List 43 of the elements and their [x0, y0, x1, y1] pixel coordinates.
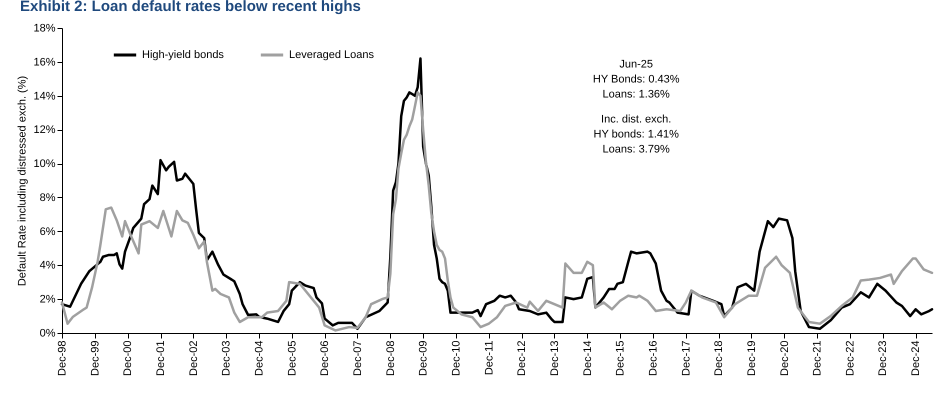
- x-tick-label: Dec-16: [647, 340, 660, 376]
- y-tick-label: 14%: [33, 90, 56, 102]
- y-tick-label: 0%: [40, 328, 56, 340]
- x-tick-label: Dec-02: [188, 340, 200, 376]
- annotation: Jun-25 HY Bonds: 0.43% Loans: 1.36%: [592, 58, 680, 100]
- legend-label: High-yield bonds: [142, 49, 224, 61]
- x-tick-label: Dec-11: [483, 340, 496, 376]
- x-tick-label: Dec-24: [910, 340, 922, 376]
- annotation: Inc. dist. exch. HY bonds: 1.41% Loans: 3.79%: [593, 113, 680, 156]
- y-tick-label: 6%: [40, 226, 56, 238]
- x-tick-label: Dec-20: [778, 340, 791, 376]
- x-tick-label: Dec-12: [516, 340, 528, 376]
- x-tick-label: Dec-99: [89, 340, 102, 376]
- x-tick-label: Dec-00: [122, 340, 134, 376]
- y-tick-label: 4%: [40, 260, 56, 272]
- x-tick-label: Dec-15: [614, 340, 627, 376]
- y-axis-title: Default Rate including distressed exch. (%): [16, 76, 28, 286]
- x-tick-label: Dec-17: [680, 340, 692, 376]
- chart-title: Exhibit 2: Loan default rates below recent highs: [20, 0, 361, 15]
- x-tick-label: Dec-98: [56, 340, 68, 376]
- y-tick-label: 8%: [40, 192, 56, 204]
- y-tick-label: 12%: [33, 124, 56, 136]
- y-tick-label: 10%: [33, 158, 56, 170]
- y-tick-label: 18%: [33, 22, 56, 34]
- x-tick-label: Dec-03: [220, 340, 233, 376]
- x-tick-label: Dec-22: [844, 340, 856, 376]
- x-tick-label: Dec-10: [450, 340, 462, 376]
- x-tick-label: Dec-06: [319, 340, 332, 376]
- legend-label: Leveraged Loans: [289, 49, 375, 61]
- x-tick-label: Dec-21: [812, 340, 824, 376]
- x-tick-label: Dec-05: [286, 340, 298, 376]
- x-tick-label: Dec-07: [352, 340, 364, 376]
- x-tick-label: Dec-09: [418, 340, 430, 376]
- x-tick-label: Dec-13: [548, 340, 561, 376]
- x-tick-label: Dec-14: [582, 340, 594, 376]
- y-tick-label: 16%: [33, 56, 56, 68]
- x-tick-label: Dec-04: [254, 340, 266, 376]
- y-tick-label: 2%: [40, 294, 56, 306]
- x-tick-label: Dec-19: [746, 340, 758, 376]
- x-tick-label: Dec-18: [713, 340, 726, 376]
- x-tick-label: Dec-01: [155, 340, 168, 376]
- x-tick-label: Dec-23: [877, 340, 890, 376]
- x-tick-label: Dec-08: [384, 340, 397, 376]
